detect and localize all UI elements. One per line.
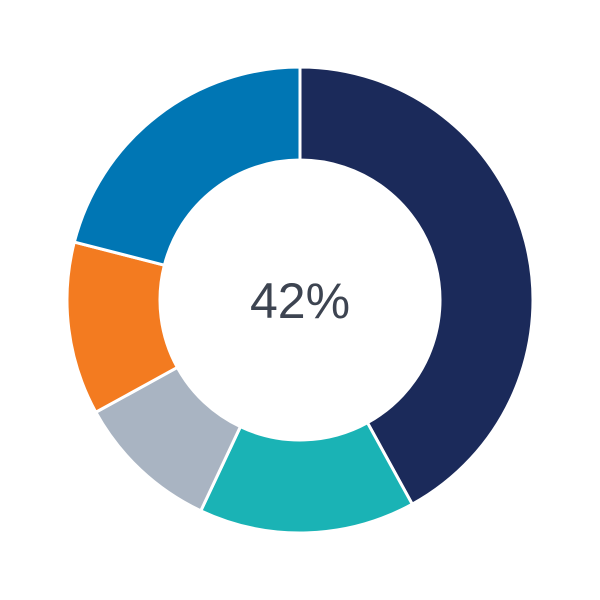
center-label: 42% xyxy=(250,273,350,329)
donut-slice-1 xyxy=(298,65,535,507)
donut-slice-5 xyxy=(72,65,302,268)
slices xyxy=(65,65,535,535)
